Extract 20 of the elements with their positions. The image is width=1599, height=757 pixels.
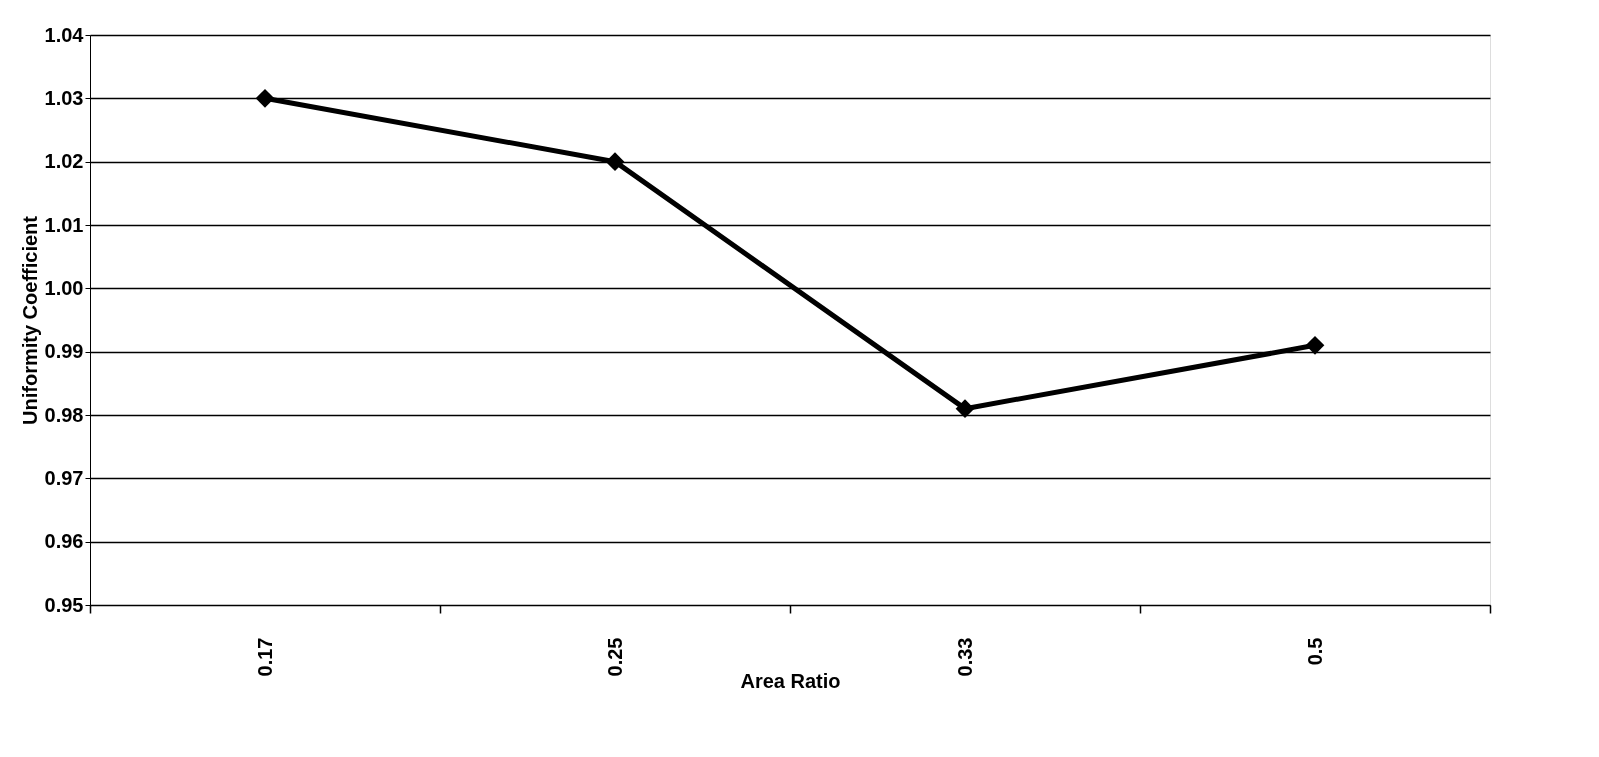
x-tick-label: 0.5 — [1303, 637, 1326, 666]
x-tick-label: 0.25 — [603, 637, 626, 677]
x-axis-title: Area Ratio — [740, 670, 841, 693]
x-tick-label: 0.17 — [253, 637, 276, 677]
y-tick-label: 1.03 — [44, 86, 84, 109]
y-tick-label: 0.99 — [44, 340, 84, 363]
y-tick-label: 1.02 — [44, 150, 84, 173]
y-tick-label: 0.97 — [44, 466, 84, 489]
y-tick-label: 1.04 — [44, 23, 85, 46]
y-tick-label: 0.96 — [44, 530, 84, 553]
x-tick-label: 0.33 — [953, 637, 976, 677]
point — [255, 88, 275, 108]
y-tick-label: 0.98 — [44, 403, 84, 426]
point — [605, 152, 625, 172]
point — [1305, 335, 1325, 355]
y-axis-title: Uniformity Coefficient — [18, 215, 41, 425]
point — [955, 399, 975, 419]
y-tick-label: 0.95 — [44, 593, 84, 616]
y-tick-label: 1.00 — [44, 276, 84, 299]
y-tick-label: 1.01 — [44, 213, 84, 236]
